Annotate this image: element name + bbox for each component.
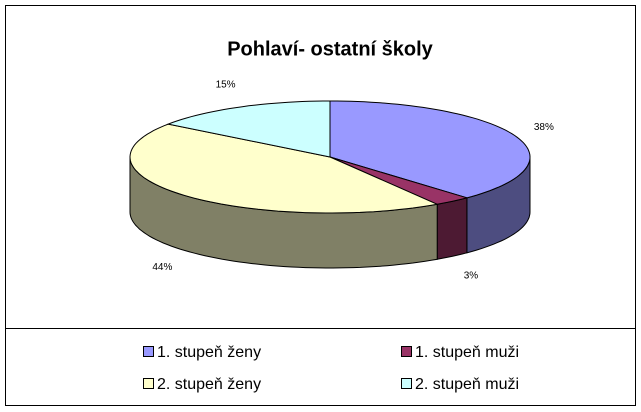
legend-label: 1. stupeň muži bbox=[415, 344, 519, 361]
legend-swatch bbox=[143, 346, 154, 357]
slice-side bbox=[436, 197, 468, 260]
data-label: 3% bbox=[464, 271, 479, 282]
legend-swatch bbox=[401, 346, 412, 357]
slice bbox=[329, 100, 531, 199]
legend-swatch bbox=[143, 378, 154, 389]
legend-label: 1. stupeň ženy bbox=[157, 344, 261, 361]
data-label: 15% bbox=[216, 79, 236, 90]
slice bbox=[129, 123, 439, 214]
legend-label: 2. stupeň muži bbox=[415, 376, 519, 393]
slice bbox=[166, 100, 331, 158]
chart-title: Pohlaví- ostatní školy bbox=[227, 38, 433, 60]
legend-label: 2. stupeň ženy bbox=[157, 376, 261, 393]
data-label: 44% bbox=[152, 262, 172, 273]
data-label: 38% bbox=[534, 122, 554, 133]
legend-swatch bbox=[401, 378, 412, 389]
slice bbox=[329, 156, 469, 205]
